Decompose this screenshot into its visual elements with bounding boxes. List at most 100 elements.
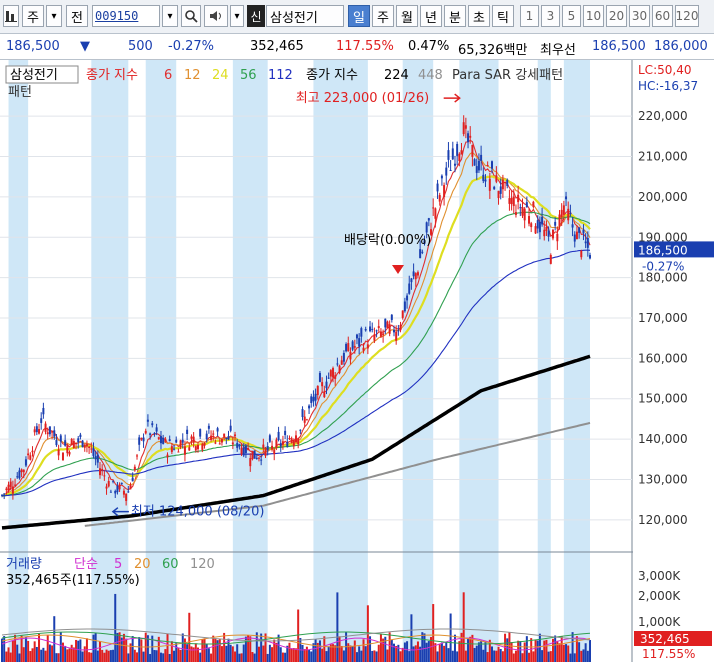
volume-bar xyxy=(216,640,219,662)
code-dropdown-icon[interactable]: ▾ xyxy=(162,5,178,27)
volume-text: 352,465주(117.55%) xyxy=(6,573,140,588)
interval-button-5[interactable]: 5 xyxy=(562,5,581,27)
period-button-3[interactable]: 년 xyxy=(420,5,442,27)
stock-chart[interactable]: 220,000 210,000 200,000 190,000 180,000 170,0… xyxy=(0,60,714,662)
sar-bands xyxy=(8,60,590,662)
price-tick-label: 150,000 xyxy=(638,392,688,406)
volume-bar xyxy=(173,650,176,662)
candle-body xyxy=(40,418,43,423)
candle-body xyxy=(83,444,86,448)
market-dropdown-icon[interactable]: ▾ xyxy=(46,5,62,27)
volume-bar xyxy=(199,652,202,662)
volume-bar xyxy=(477,642,480,662)
candle-body xyxy=(434,208,437,219)
volume-bar xyxy=(166,633,169,662)
period-button-0[interactable]: 일 xyxy=(348,5,370,27)
volume-bar xyxy=(467,638,470,662)
chart-icon[interactable] xyxy=(3,5,19,27)
candle-body xyxy=(508,198,511,204)
interval-button-60[interactable]: 60 xyxy=(652,5,673,27)
candle-body xyxy=(149,433,152,435)
volume-bar xyxy=(375,651,378,662)
candle-body xyxy=(377,326,380,329)
sar-legend: Para SAR 강세패턴 xyxy=(452,68,563,83)
low-annotation: 최저 124,000 (08/20) xyxy=(131,505,265,520)
ma-legend-label: 종가 지수 xyxy=(86,68,138,83)
volume-bar xyxy=(129,643,132,662)
sar-band-7 xyxy=(537,60,551,662)
volume-bar xyxy=(416,641,419,662)
candle-body xyxy=(144,430,147,434)
volume-bar xyxy=(157,636,160,662)
candle-body xyxy=(514,212,517,215)
candle-body xyxy=(107,481,110,487)
change-percent: -0.27% xyxy=(168,39,214,54)
interval-button-1[interactable]: 1 xyxy=(520,5,539,27)
candle-body xyxy=(443,185,446,197)
volume-bar xyxy=(408,651,411,662)
candle-body xyxy=(90,448,93,450)
period-button-6[interactable]: 틱 xyxy=(492,5,514,27)
turnover-rate: 0.47% xyxy=(408,39,450,54)
candle-body xyxy=(401,310,404,318)
candle-body xyxy=(301,409,304,418)
interval-button-120[interactable]: 120 xyxy=(675,5,699,27)
candle-body xyxy=(295,435,297,443)
prev-button[interactable]: 전 xyxy=(66,5,88,27)
hc-label: HC:-16,37 xyxy=(638,79,698,93)
volume-bar xyxy=(323,636,326,662)
period-button-5[interactable]: 초 xyxy=(468,5,490,27)
candle-body xyxy=(305,419,308,421)
candle-body xyxy=(114,490,117,494)
candle-body xyxy=(495,175,498,182)
volume-bar xyxy=(480,640,483,662)
candle-body xyxy=(46,432,49,435)
speaker-icon[interactable] xyxy=(204,5,228,27)
candle-body xyxy=(414,273,417,280)
ma-legend-112: 112 xyxy=(268,68,293,83)
candle-body xyxy=(214,442,217,444)
volume-bar xyxy=(35,646,38,662)
candle-body xyxy=(164,438,167,442)
volume-bar xyxy=(190,646,193,662)
candle-body xyxy=(59,435,62,442)
candle-body xyxy=(238,444,241,447)
volume-bar xyxy=(327,646,330,662)
volume-bar xyxy=(434,643,437,662)
period-button-1[interactable]: 주 xyxy=(372,5,394,27)
period-button-2[interactable]: 월 xyxy=(396,5,418,27)
volume-bar xyxy=(438,644,441,662)
search-icon[interactable] xyxy=(181,5,201,27)
volume-bar xyxy=(369,636,372,662)
candle-body xyxy=(499,186,502,194)
interval-button-10[interactable]: 10 xyxy=(583,5,604,27)
candle-body xyxy=(234,434,237,436)
candle-body xyxy=(310,396,313,403)
volume-bar xyxy=(486,652,489,662)
stock-name-field[interactable]: 삼성전기 xyxy=(266,5,344,27)
volume-bar xyxy=(565,644,568,662)
sound-dropdown-icon[interactable]: ▾ xyxy=(230,5,244,27)
candle-body xyxy=(223,433,226,437)
candle-body xyxy=(458,153,461,161)
interval-button-30[interactable]: 30 xyxy=(629,5,650,27)
candle-body xyxy=(11,486,14,494)
candle-body xyxy=(170,446,173,452)
candle-body xyxy=(175,439,178,443)
volume-bar xyxy=(9,652,12,662)
candle-body xyxy=(427,218,430,221)
candle-body xyxy=(303,416,306,423)
volume-bar xyxy=(425,642,428,662)
interval-button-3[interactable]: 3 xyxy=(541,5,560,27)
stock-code-input[interactable]: 009150 xyxy=(92,5,160,27)
volume-bar xyxy=(538,633,541,662)
volume-bar xyxy=(499,648,502,662)
period-button-4[interactable]: 분 xyxy=(444,5,466,27)
candle-body xyxy=(284,430,287,436)
candle-body xyxy=(166,454,169,458)
interval-button-20[interactable]: 20 xyxy=(606,5,627,27)
candle-body xyxy=(44,423,47,432)
candle-body xyxy=(477,160,480,171)
volume-bar xyxy=(517,640,520,662)
market-select[interactable]: 주 xyxy=(22,5,44,27)
